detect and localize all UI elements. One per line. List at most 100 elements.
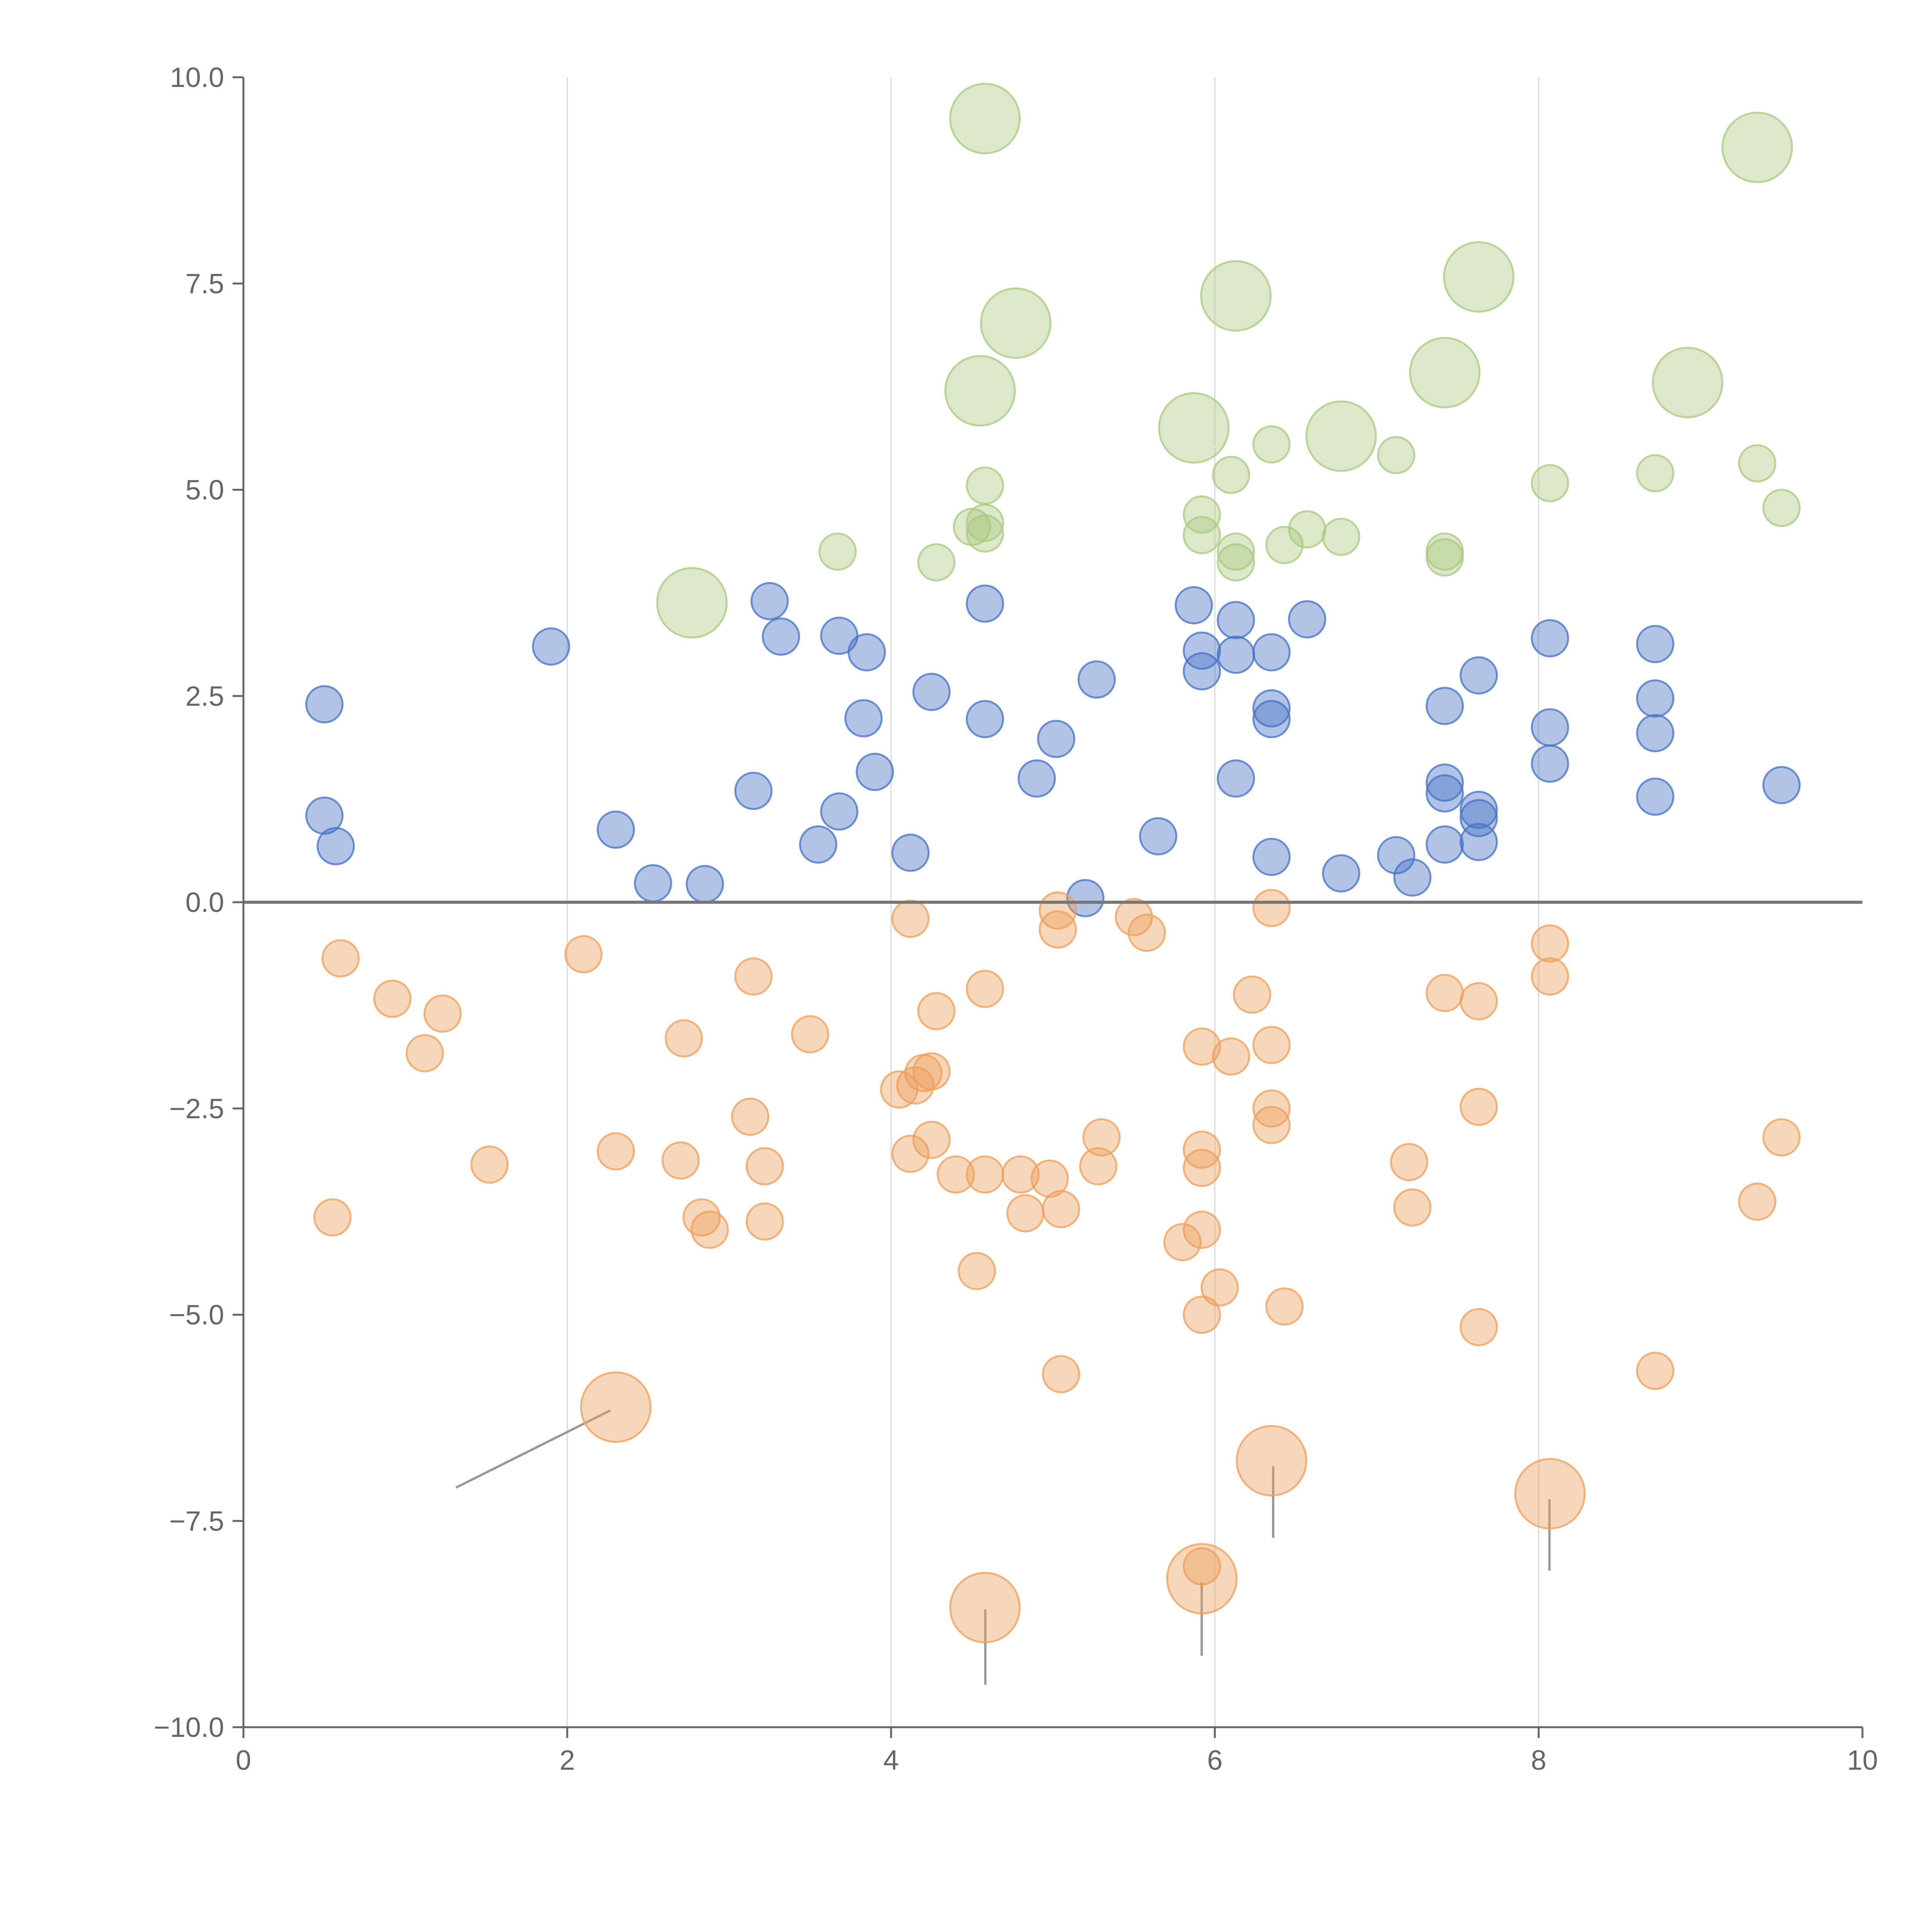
scatter-point (1252, 1026, 1291, 1064)
scatter-point (1252, 425, 1291, 464)
scatter-point (1166, 1543, 1238, 1615)
scatter-point (1158, 392, 1230, 464)
scatter-point (1182, 1547, 1221, 1586)
scatter-point (1459, 982, 1498, 1020)
scatter-point (1393, 1188, 1432, 1227)
scatter-point (966, 969, 1004, 1008)
scatter-point (1459, 791, 1498, 829)
scatter-point (1216, 543, 1255, 582)
scatter-point (731, 1097, 769, 1136)
scatter-point (750, 582, 789, 621)
scatter-point (656, 567, 728, 639)
leader-line (985, 320, 1052, 387)
scatter-point (1459, 823, 1498, 861)
scatter-point (1042, 1355, 1080, 1393)
leader-line (1186, 441, 1337, 449)
scatter-point (912, 673, 951, 711)
scatter-point (1636, 454, 1675, 493)
scatter-point (1425, 763, 1464, 802)
scatter-point (1636, 777, 1675, 816)
scatter-point (734, 772, 773, 810)
scatter-point (634, 864, 672, 903)
scatter-point (1531, 619, 1569, 658)
scatter-point (1182, 1027, 1221, 1066)
scatter-point (1651, 347, 1723, 418)
scatter-point (1265, 526, 1304, 565)
scatter-point (564, 935, 603, 974)
scatter-point (966, 584, 1004, 623)
scatter-point (316, 827, 355, 866)
scatter-point (1409, 337, 1481, 408)
scatter-point (1636, 1352, 1675, 1390)
scatter-point (1037, 719, 1075, 758)
y-tick-label: −5.0 (169, 1300, 224, 1331)
scatter-point (944, 355, 1016, 427)
scatter-point (762, 617, 800, 656)
scatter-point (1216, 636, 1255, 674)
scatter-point (1425, 687, 1464, 725)
scatter-point (791, 1015, 829, 1054)
scatter-point (917, 992, 956, 1031)
scatter-point (966, 700, 1004, 738)
scatter-point (1252, 700, 1291, 738)
scatter-point (1163, 1223, 1202, 1262)
scatter-point (1762, 1118, 1801, 1156)
scatter-point (1128, 913, 1166, 952)
scatter-point (1042, 1190, 1080, 1228)
scatter-point (1017, 759, 1056, 798)
scatter-point (1252, 838, 1291, 876)
scatter-point (1265, 1287, 1304, 1326)
y-tick-label: 7.5 (185, 269, 224, 299)
scatter-point (1182, 1211, 1221, 1249)
scatter-point (532, 627, 570, 666)
scatter-point (891, 833, 930, 872)
scatter-point (1182, 1148, 1221, 1187)
scatter-point (799, 825, 837, 864)
scatter-point (844, 699, 883, 738)
scatter-point (1139, 817, 1177, 855)
scatter-point (1006, 1194, 1045, 1233)
scatter-point (685, 865, 724, 903)
scatter-point (745, 1202, 784, 1241)
scatter-point (597, 810, 635, 849)
scatter-point (949, 83, 1021, 155)
scatter-point (1031, 1159, 1069, 1198)
scatter-point (423, 994, 462, 1033)
leader-line (1687, 386, 1694, 418)
scatter-point (1459, 1308, 1498, 1347)
scatter-point (1531, 744, 1569, 783)
scatter-point (580, 1371, 652, 1443)
leader-line (950, 117, 982, 121)
scatter-point (1252, 1089, 1291, 1128)
scatter-point (597, 1132, 635, 1171)
scatter-point (1201, 1268, 1239, 1307)
scatter-point (1236, 1425, 1308, 1497)
x-tick-label: 10 (1847, 1745, 1878, 1776)
scatter-point (917, 543, 956, 582)
scatter-point (1425, 825, 1464, 864)
scatter-point (1377, 436, 1415, 474)
scatter-point (1721, 111, 1793, 183)
scatter-point (405, 1034, 444, 1073)
scatter-point (1182, 516, 1221, 554)
scatter-point (820, 792, 859, 831)
scatter-point (1077, 660, 1116, 699)
scatter-point (1425, 974, 1464, 1012)
scatter-point (305, 796, 344, 835)
scatter-point (1039, 910, 1077, 949)
scatter-point (966, 1155, 1004, 1194)
x-tick-label: 0 (236, 1745, 251, 1776)
y-tick-label: 2.5 (185, 681, 224, 712)
scatter-point (1443, 241, 1515, 313)
scatter-point (1762, 488, 1801, 527)
scatter-point (1514, 1458, 1586, 1530)
scatter-point (1459, 1087, 1498, 1126)
scatter-point (1200, 260, 1272, 332)
scatter-point (1377, 836, 1415, 874)
scatter-point (1182, 495, 1221, 534)
x-tick-label: 4 (883, 1745, 899, 1776)
scatter-point (313, 1198, 352, 1237)
scatter-point (1425, 538, 1464, 577)
scatter-point (1252, 689, 1291, 728)
